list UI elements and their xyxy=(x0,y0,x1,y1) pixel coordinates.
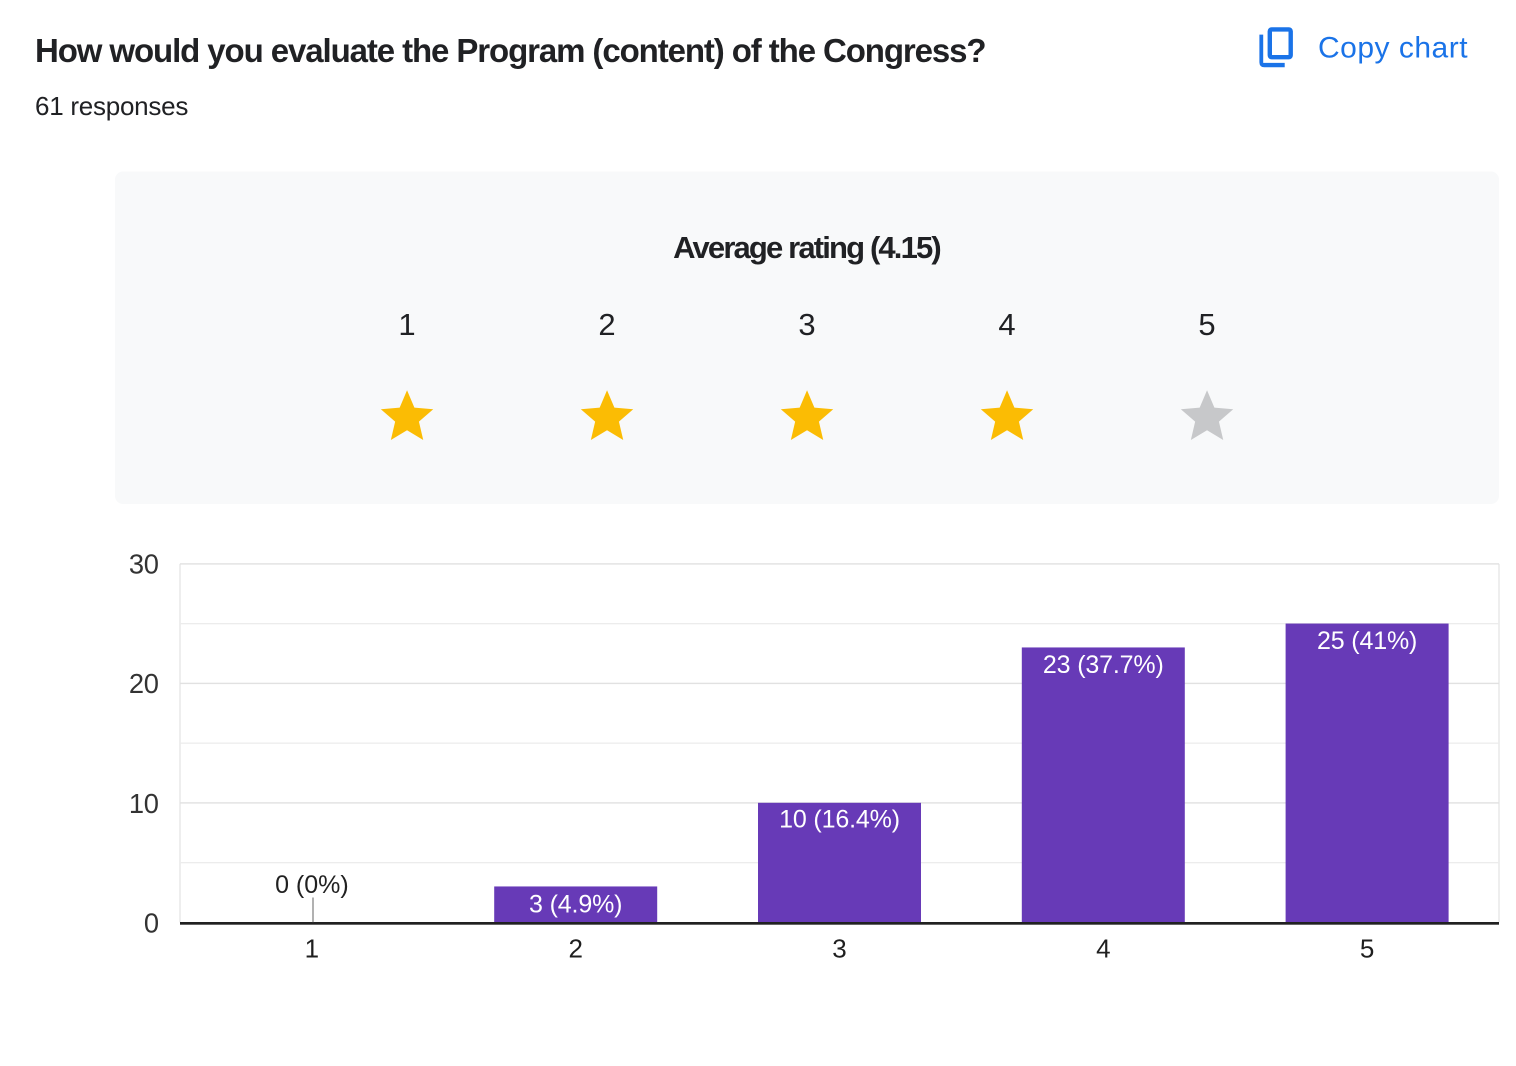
svg-text:4: 4 xyxy=(998,307,1015,342)
svg-text:How would you evaluate the Pro: How would you evaluate the Program (cont… xyxy=(35,32,986,69)
svg-text:Copy chart: Copy chart xyxy=(1318,32,1468,65)
svg-text:Average rating (4.15): Average rating (4.15) xyxy=(673,230,940,265)
svg-text:5: 5 xyxy=(1360,934,1374,964)
svg-text:0 (0%): 0 (0%) xyxy=(275,871,349,899)
svg-text:10 (16.4%): 10 (16.4%) xyxy=(779,806,900,834)
svg-text:4: 4 xyxy=(1096,934,1110,964)
svg-text:1: 1 xyxy=(305,934,319,964)
svg-text:0: 0 xyxy=(144,908,159,939)
svg-text:25 (41%): 25 (41%) xyxy=(1317,627,1417,655)
svg-text:23 (37.7%): 23 (37.7%) xyxy=(1043,651,1164,679)
svg-text:10: 10 xyxy=(129,788,159,819)
svg-text:2: 2 xyxy=(598,307,615,342)
svg-text:3: 3 xyxy=(798,307,815,342)
svg-text:20: 20 xyxy=(129,668,159,699)
svg-text:1: 1 xyxy=(398,307,415,342)
svg-text:61 responses: 61 responses xyxy=(35,91,188,121)
svg-text:3 (4.9%): 3 (4.9%) xyxy=(529,890,622,918)
svg-text:2: 2 xyxy=(568,934,582,964)
svg-text:5: 5 xyxy=(1198,307,1215,342)
svg-text:3: 3 xyxy=(832,934,846,964)
svg-text:30: 30 xyxy=(129,549,159,580)
